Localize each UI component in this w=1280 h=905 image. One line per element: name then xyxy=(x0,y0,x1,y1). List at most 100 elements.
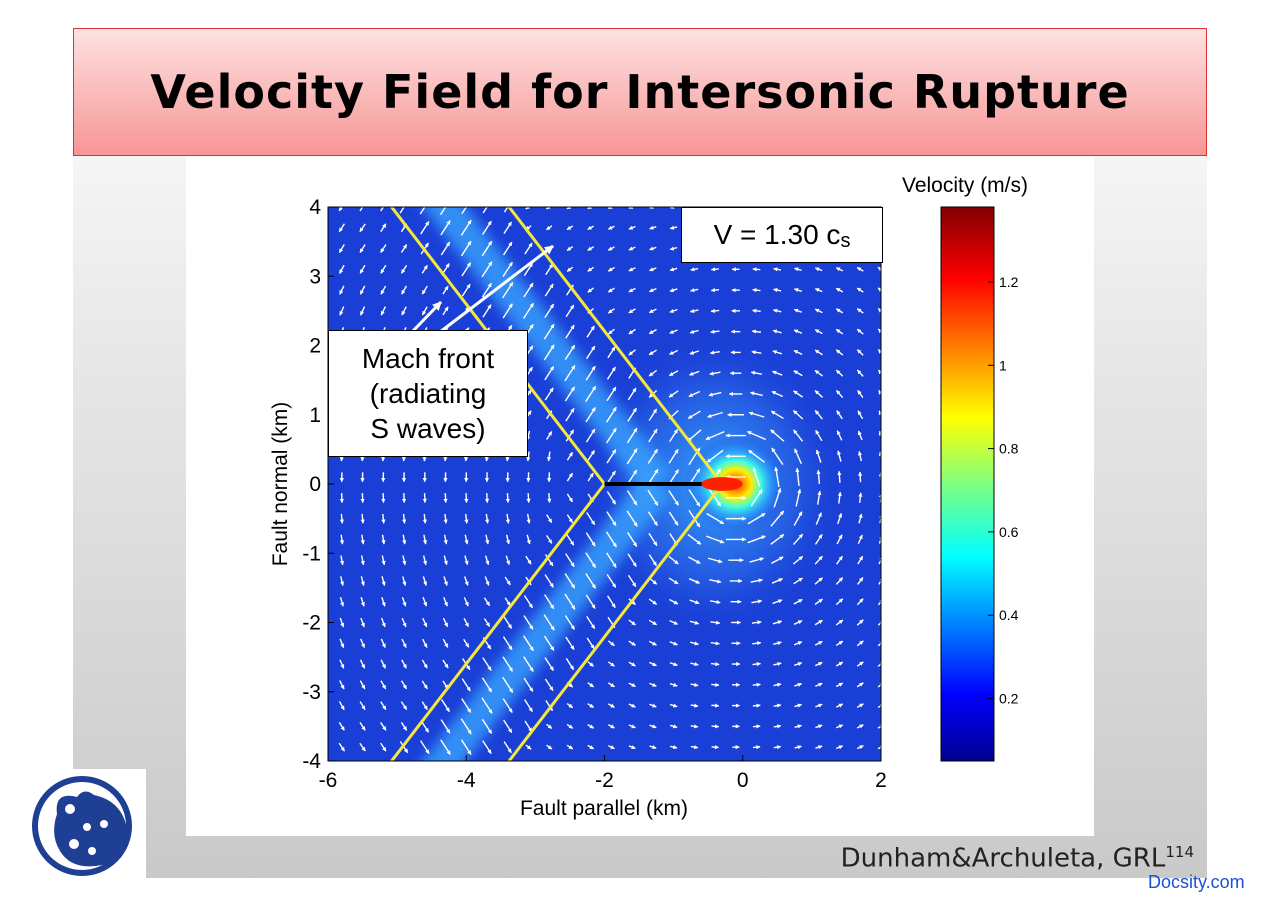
velocity-arrow xyxy=(421,638,428,648)
velocity-arrow xyxy=(585,552,597,569)
velocity-arrow xyxy=(359,742,366,752)
velocity-arrow xyxy=(668,511,679,526)
velocity-arrow xyxy=(607,266,615,272)
velocity-arrow xyxy=(688,556,701,564)
velocity-arrow xyxy=(546,207,551,210)
velocity-arrow xyxy=(526,493,531,504)
velocity-arrow xyxy=(771,390,784,398)
velocity-arrow xyxy=(877,328,881,334)
velocity-arrow xyxy=(835,640,844,647)
velocity-arrow xyxy=(649,207,656,209)
velocity-arrow xyxy=(523,677,534,692)
velocity-arrow xyxy=(440,220,451,236)
velocity-arrow xyxy=(505,493,510,504)
velocity-arrow xyxy=(543,344,555,361)
velocity-arrow xyxy=(690,682,699,687)
colorbar: 1.2 1 0.8 0.6 0.4 0.2 Velocity (m/s) xyxy=(902,174,1028,762)
velocity-arrow xyxy=(814,389,824,398)
velocity-arrow xyxy=(443,555,448,566)
velocity-arrow xyxy=(505,555,511,566)
velocity-arrow xyxy=(649,287,657,293)
velocity-arrow xyxy=(836,724,844,729)
velocity-arrow xyxy=(878,577,881,585)
velocity-arrow xyxy=(585,407,596,423)
velocity-arrow xyxy=(770,410,784,420)
velocity-arrow xyxy=(339,680,345,690)
velocity-arrow xyxy=(690,662,699,667)
velocity-arrow xyxy=(707,411,723,418)
velocity-arrow xyxy=(770,429,785,442)
mach-front-line-upper-right xyxy=(507,207,724,485)
velocity-arrow xyxy=(835,389,844,399)
velocity-arrow xyxy=(772,599,783,605)
velocity-arrow xyxy=(504,576,511,586)
velocity-arrow xyxy=(564,365,576,382)
velocity-arrow xyxy=(858,471,863,483)
velocity-arrow xyxy=(523,282,534,298)
velocity-arrow xyxy=(607,207,614,210)
velocity-arrow xyxy=(814,577,824,585)
velocity-arrow xyxy=(587,661,594,667)
velocity-arrow xyxy=(773,724,782,729)
velocity-arrow xyxy=(585,573,597,589)
velocity-arrow xyxy=(585,594,596,609)
velocity-arrow xyxy=(502,698,513,713)
velocity-arrow xyxy=(669,703,678,708)
velocity-arrow xyxy=(836,410,843,420)
velocity-arrow xyxy=(793,429,804,442)
velocity-arrow xyxy=(421,306,428,316)
y-tick-label: -4 xyxy=(302,750,321,773)
velocity-arrow xyxy=(359,701,366,711)
velocity-arrow xyxy=(606,449,617,464)
velocity-arrow xyxy=(815,512,822,525)
velocity-arrow xyxy=(565,429,575,442)
velocity-arrow xyxy=(648,532,658,546)
velocity-field-plot xyxy=(327,206,882,762)
velocity-arrow xyxy=(794,267,802,272)
velocity-arrow xyxy=(400,244,408,253)
velocity-arrow xyxy=(359,659,366,669)
velocity-arrow xyxy=(380,722,387,731)
velocity-arrow xyxy=(705,430,725,441)
velocity-arrow xyxy=(773,682,782,687)
velocity-arrow xyxy=(460,240,472,257)
velocity-arrow xyxy=(585,532,596,547)
velocity-arrow xyxy=(628,640,636,647)
docsity-watermark[interactable]: Docsity.com xyxy=(1148,872,1245,892)
colorbar-tick-label: 0.6 xyxy=(999,524,1019,540)
velocity-arrow xyxy=(380,264,387,274)
velocity-arrow xyxy=(690,641,699,646)
velocity-arrow xyxy=(688,489,701,507)
velocity-arrow xyxy=(564,573,576,589)
velocity-arrow xyxy=(485,534,490,545)
velocity-arrow xyxy=(687,429,702,442)
velocity-arrow xyxy=(339,513,345,524)
velocity-arrow xyxy=(481,240,493,257)
velocity-arrow xyxy=(339,617,345,628)
colorbar-tick-label: 1 xyxy=(999,357,1007,373)
velocity-arrow xyxy=(753,745,761,750)
velocity-arrow xyxy=(587,246,595,251)
y-tick-label: -3 xyxy=(302,681,321,704)
velocity-arrow xyxy=(566,493,574,503)
velocity-arrow xyxy=(440,241,451,256)
velocity-arrow xyxy=(793,641,803,646)
velocity-arrow xyxy=(814,555,823,565)
velocity-arrow xyxy=(814,308,823,314)
velocity-arrow xyxy=(380,680,387,690)
velocity-arrow xyxy=(544,554,554,567)
velocity-arrow xyxy=(793,620,803,625)
velocity-arrow xyxy=(481,261,493,278)
velocity-arrow xyxy=(607,246,615,251)
velocity-arrow xyxy=(338,701,345,711)
velocity-arrow xyxy=(750,578,763,583)
velocity-arrow xyxy=(668,390,679,398)
velocity-arrow xyxy=(649,682,657,687)
y-tick-label: 3 xyxy=(309,265,321,288)
velocity-arrow xyxy=(626,427,638,444)
velocity-arrow xyxy=(565,304,575,318)
velocity-arrow xyxy=(628,724,636,729)
velocity-arrow xyxy=(607,225,615,230)
velocity-arrow xyxy=(708,391,722,397)
